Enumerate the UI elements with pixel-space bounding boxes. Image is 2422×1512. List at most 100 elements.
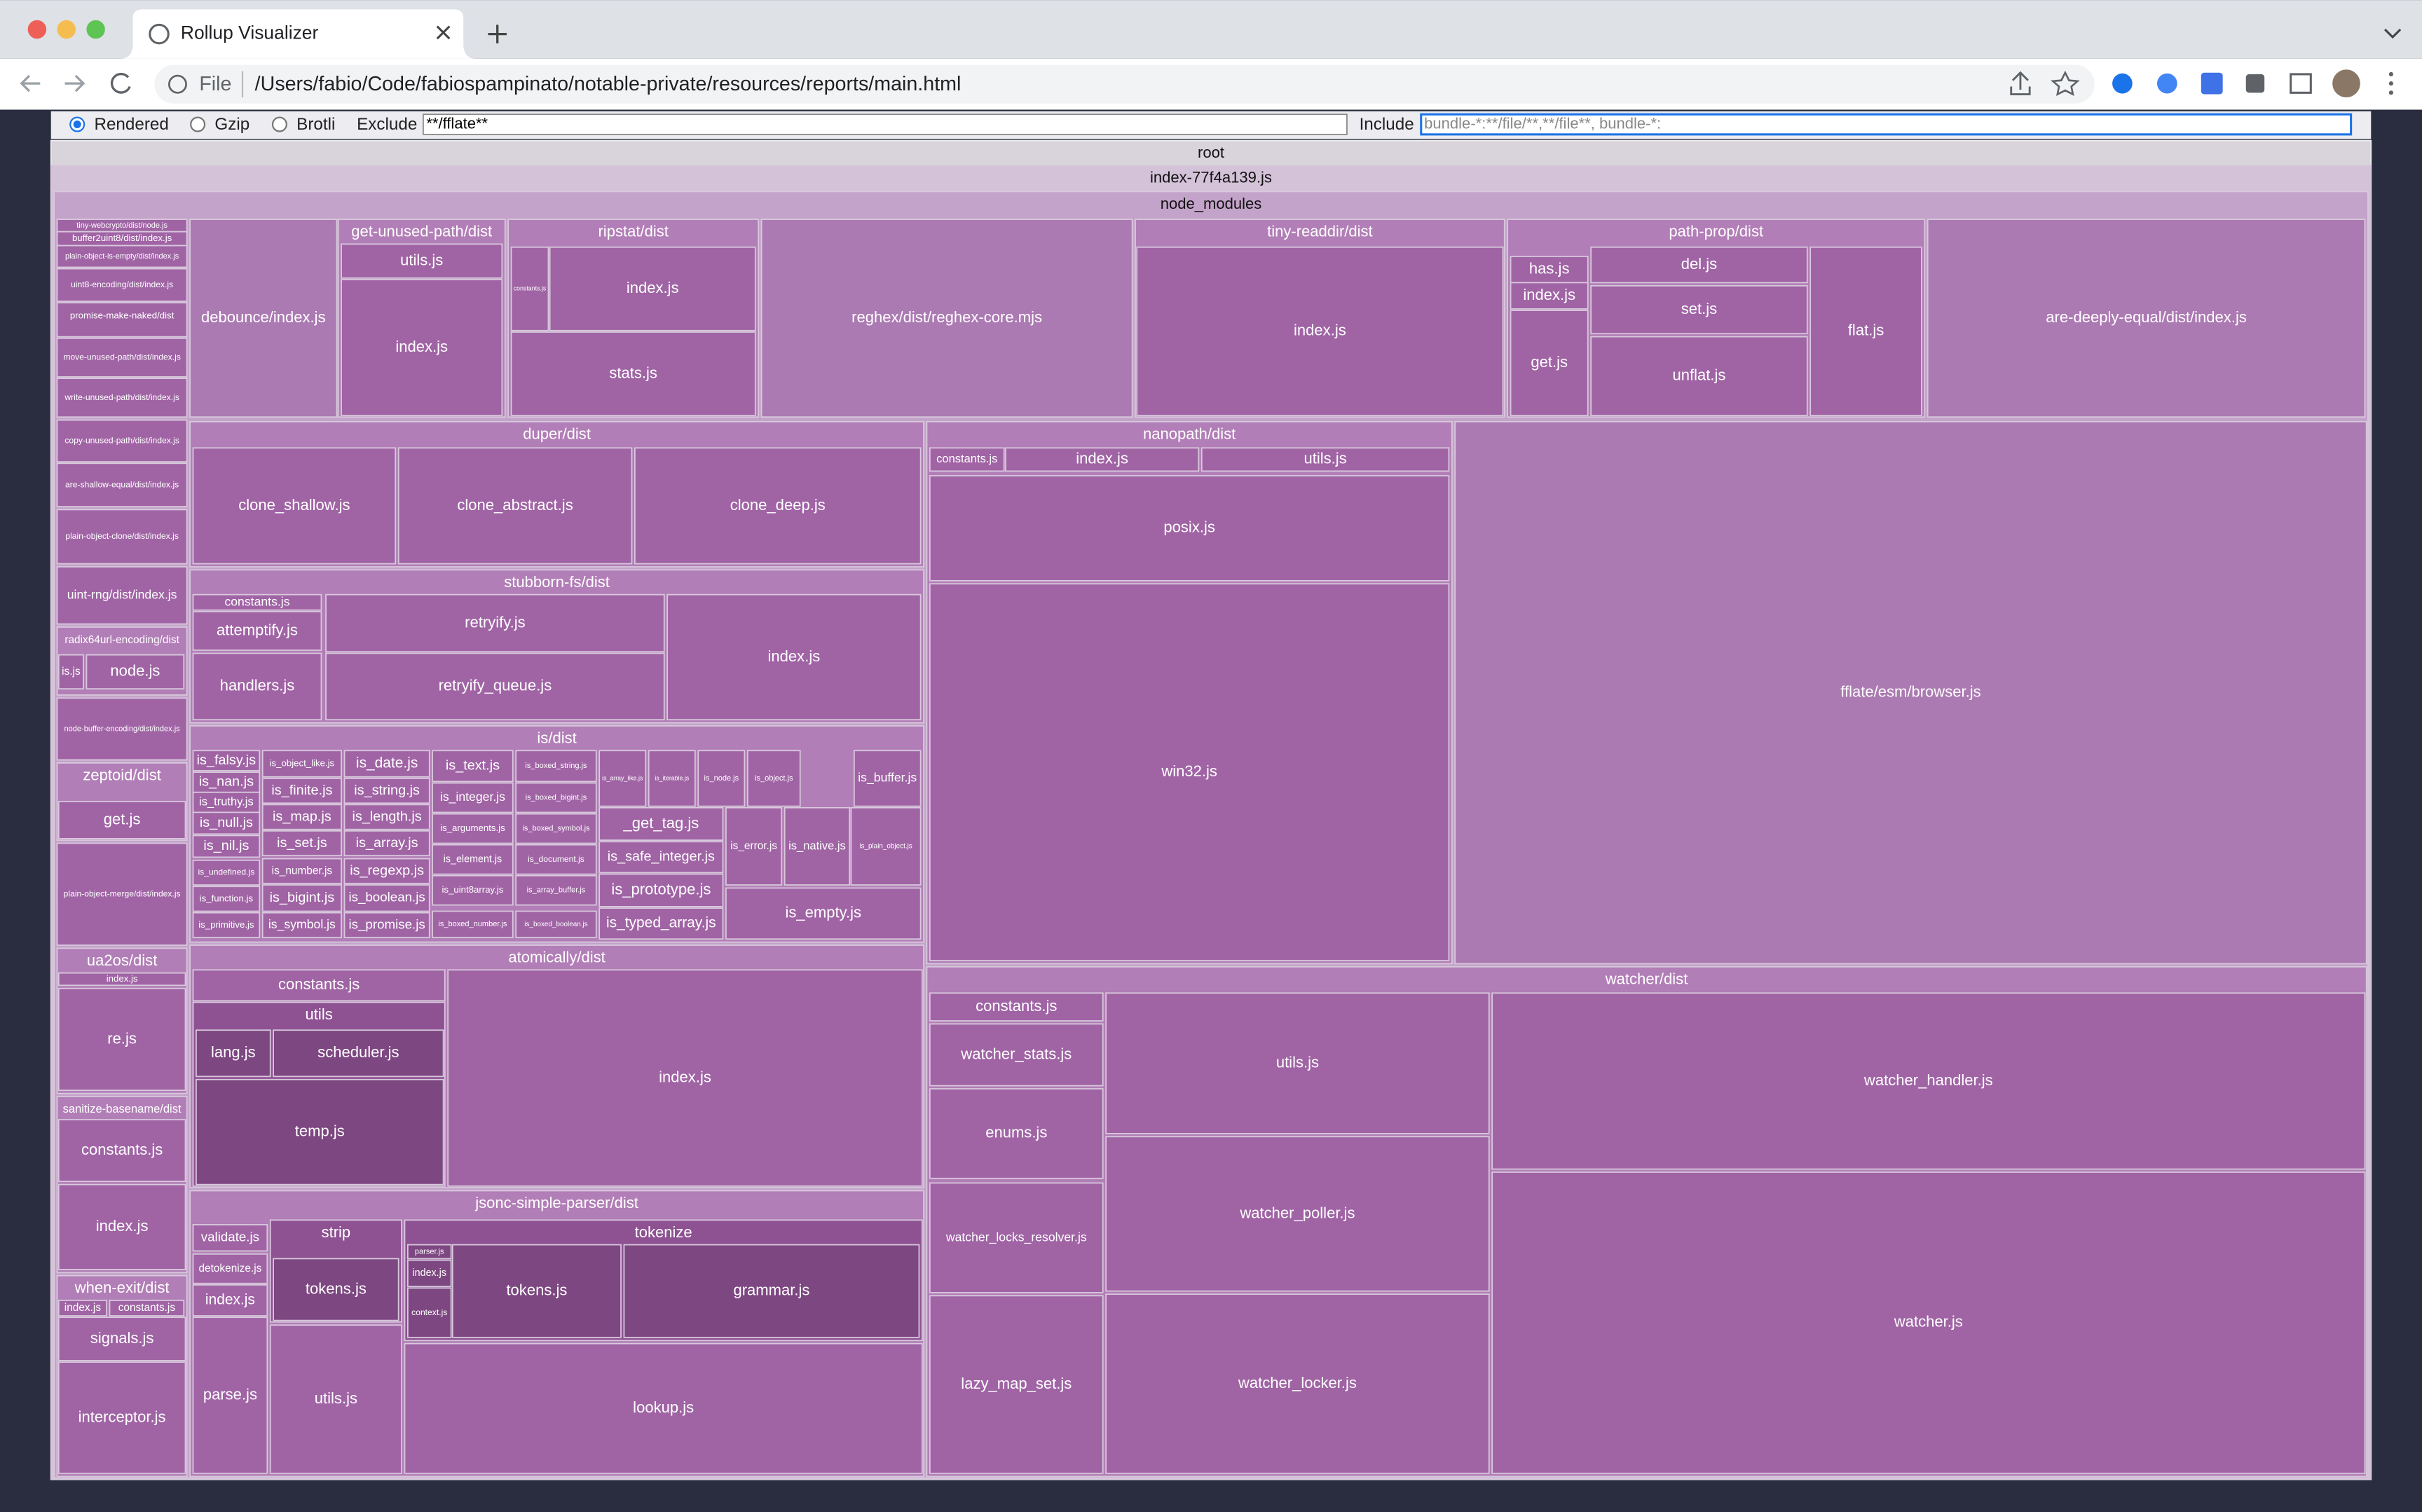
treemap-node[interactable] [1809,246,1922,416]
treemap-node[interactable] [273,1029,444,1078]
treemap-node[interactable] [196,1029,271,1078]
treemap-node[interactable] [929,992,1104,1022]
extension-2[interactable] [2157,73,2177,94]
treemap-node[interactable] [746,750,801,807]
treemap-node[interactable] [192,912,261,938]
treemap-node[interactable] [1105,992,1490,1134]
treemap-node[interactable] [56,697,188,761]
treemap-node[interactable] [432,874,514,906]
treemap-node[interactable] [1510,256,1589,284]
treemap-node[interactable] [343,804,430,830]
treemap-node[interactable] [515,874,597,906]
treemap-node[interactable] [57,1300,107,1317]
radio-button[interactable] [271,116,287,132]
radio-label[interactable]: Brotli [296,115,335,134]
treemap-node[interactable] [1105,1293,1490,1474]
radio-button[interactable] [190,116,206,132]
treemap-node[interactable] [1200,447,1450,472]
treemap-node[interactable] [447,969,923,1187]
extension-3[interactable] [2201,72,2223,95]
treemap-node[interactable] [598,873,724,907]
treemap-node[interactable] [1590,336,1808,416]
treemap-node[interactable] [57,1361,186,1474]
treemap-node[interactable] [343,858,430,884]
treemap-group[interactable] [56,302,188,338]
treemap-node[interactable] [432,844,514,875]
treemap-node[interactable] [57,1119,186,1183]
treemap-node[interactable] [269,1324,402,1474]
treemap-node[interactable] [598,806,724,841]
treemap-node[interactable] [1510,282,1589,310]
treemap-node[interactable] [549,246,756,331]
reload-button[interactable] [110,72,131,94]
treemap-node[interactable] [189,219,338,418]
treemap-node[interactable] [261,750,342,778]
treemap-node[interactable] [784,806,851,886]
treemap-node[interactable] [1510,310,1589,416]
treemap-node[interactable] [343,778,430,804]
treemap-node[interactable] [196,1078,444,1185]
treemap-node[interactable] [325,593,665,653]
treemap-node[interactable] [510,331,756,416]
treemap-node[interactable] [725,887,922,940]
treemap-node[interactable] [56,337,188,378]
treemap-node[interactable] [850,806,922,886]
include-input[interactable] [1420,113,2353,136]
treemap-node[interactable] [1927,219,2366,418]
treemap-node[interactable] [929,1088,1104,1179]
treemap-node[interactable] [397,447,633,565]
tab-close[interactable] [436,25,451,40]
treemap-node[interactable] [341,279,503,416]
treemap-node[interactable] [56,419,188,463]
treemap-node[interactable] [57,1183,186,1270]
treemap-node[interactable] [648,750,696,807]
treemap-node[interactable] [598,907,724,940]
treemap-node[interactable] [57,1317,186,1361]
treemap-node[interactable] [929,1295,1104,1474]
treemap-node[interactable] [515,750,597,783]
treemap-node[interactable] [515,910,597,938]
treemap-node[interactable] [343,750,430,778]
treemap-node[interactable] [598,841,724,874]
extensions-menu[interactable] [2245,74,2265,93]
treemap-node[interactable] [1590,284,1808,335]
treemap-node[interactable] [192,1317,268,1474]
treemap-node[interactable] [57,801,186,839]
treemap-node[interactable] [1590,246,1808,284]
new-tab[interactable] [488,25,507,43]
treemap-node[interactable] [192,969,446,1002]
menu-dot[interactable] [2388,81,2394,86]
treemap-node[interactable] [1004,447,1200,472]
treemap-node[interactable] [343,884,430,912]
treemap-node[interactable] [1136,246,1504,416]
treemap-node[interactable] [261,912,342,938]
treemap-node[interactable] [56,245,188,268]
treemap-node[interactable] [432,813,514,844]
treemap-node[interactable] [432,750,514,783]
address-bar[interactable] [154,64,2095,104]
treemap-node[interactable] [192,611,322,651]
treemap-node[interactable] [929,475,1450,582]
treemap-node[interactable] [406,1259,452,1287]
tab-search[interactable] [2384,28,2402,39]
treemap-node[interactable] [192,750,261,771]
treemap-node[interactable] [929,447,1005,472]
radio-label[interactable]: Gzip [214,115,249,134]
treemap-node[interactable] [432,910,514,938]
close-window[interactable] [27,20,47,39]
treemap-node[interactable] [56,566,188,625]
treemap-node[interactable] [343,912,430,938]
exclude-input[interactable] [423,114,1348,135]
treemap-node[interactable] [273,1258,399,1321]
treemap-node[interactable] [343,830,430,857]
treemap-node[interactable] [56,462,188,507]
treemap-node[interactable] [85,654,185,690]
profile[interactable] [2332,69,2360,97]
radio-label[interactable]: Rendered [94,115,168,134]
treemap-node[interactable] [261,778,342,804]
treemap-node[interactable] [1491,992,2366,1170]
treemap-node[interactable] [57,654,84,690]
treemap-node[interactable] [598,750,647,807]
treemap-node[interactable] [929,583,1450,961]
treemap-node[interactable] [697,750,746,807]
